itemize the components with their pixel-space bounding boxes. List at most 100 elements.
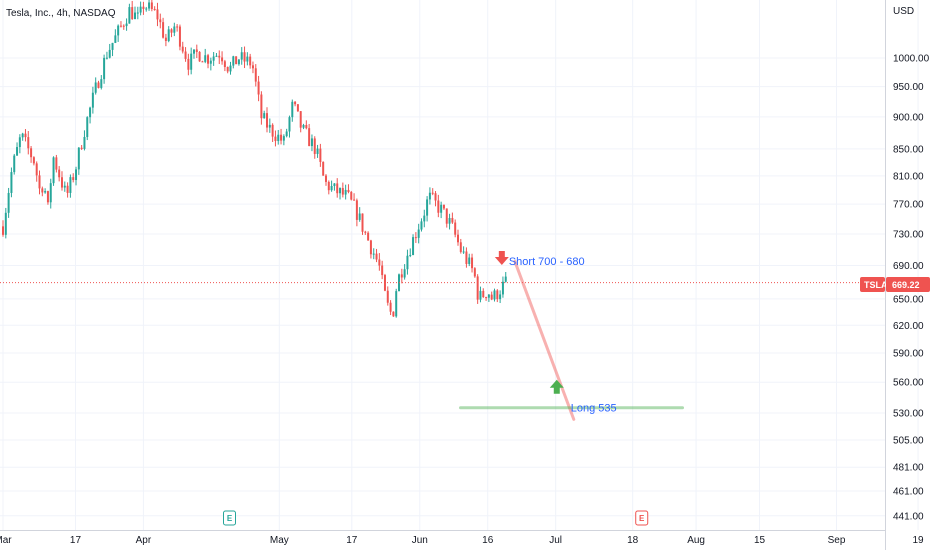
candle-body — [257, 81, 260, 95]
candle-body — [308, 128, 311, 147]
short-annotation-label[interactable]: Short 700 - 680 — [509, 256, 585, 268]
earnings-marker — [223, 510, 236, 526]
candle-body — [156, 9, 159, 20]
candle-body — [327, 181, 330, 191]
candle-body — [324, 175, 327, 182]
candle-body — [493, 290, 496, 300]
candle-body — [139, 6, 142, 13]
candle-body — [479, 290, 482, 300]
time-tick-label: 16 — [482, 535, 494, 546]
candle-body — [24, 133, 27, 138]
candle-body — [111, 42, 114, 50]
time-tick-label: 19 — [912, 535, 924, 546]
earnings-marker-label: E — [639, 514, 645, 523]
candle-body — [108, 49, 111, 58]
candle-body — [358, 213, 361, 220]
price-tick-label: 481.00 — [893, 463, 924, 474]
candle-body — [153, 9, 156, 11]
candle-body — [468, 257, 471, 264]
candle-body — [254, 68, 257, 82]
candle-body — [131, 7, 134, 20]
candle-body — [445, 208, 448, 224]
candle-body — [148, 2, 151, 9]
candle-body — [339, 188, 342, 194]
candle-body — [142, 6, 145, 9]
candle-body — [372, 253, 375, 255]
up-arrow-icon — [549, 379, 564, 394]
drawing-overlays[interactable]: Short 700 - 680 Long 535 — [459, 251, 684, 421]
candle-body — [462, 251, 465, 253]
long-annotation-label[interactable]: Long 535 — [571, 403, 617, 415]
price-tick-label: 810.00 — [893, 171, 924, 182]
candle-body — [237, 59, 240, 65]
price-axis[interactable]: 1000.00 950.00 900.00 850.00 810.00 770.00 730… — [893, 54, 930, 523]
candle-body — [249, 56, 252, 66]
candle-body — [389, 302, 392, 312]
candle-body — [296, 104, 299, 112]
candle-body — [192, 49, 195, 54]
candle-body — [86, 117, 89, 137]
candle-body — [350, 191, 353, 200]
candle-body — [16, 147, 19, 156]
candle-body — [58, 169, 61, 178]
price-tick-label: 441.00 — [893, 511, 924, 522]
short-trend-line[interactable] — [513, 259, 576, 421]
candle-body — [49, 183, 52, 203]
candle-body — [235, 56, 238, 65]
candle-body — [440, 204, 443, 213]
down-arrow-icon — [494, 251, 509, 266]
last-price-badge — [886, 277, 930, 292]
candle-body — [367, 232, 370, 241]
candle-body — [473, 268, 476, 277]
candle-body — [2, 226, 4, 235]
candle-body — [451, 217, 454, 223]
candle-body — [75, 169, 78, 181]
last-price-tag: TSLA 669.22 — [860, 277, 930, 292]
candle-body — [181, 46, 184, 52]
candle-body — [266, 113, 269, 128]
candle-body — [426, 199, 429, 216]
candle-body — [41, 188, 44, 193]
candle-body — [476, 276, 479, 300]
candle-body — [167, 29, 170, 41]
candle-body — [336, 183, 339, 194]
candle-body — [291, 101, 294, 118]
time-axis[interactable]: Mar17AprMay17Jun16Jul18Aug15Sep19Oct — [0, 535, 932, 546]
candle-body — [69, 177, 72, 193]
candle-body — [46, 191, 49, 203]
candle-body — [285, 131, 288, 137]
candle-body — [207, 55, 210, 64]
candle-body — [201, 61, 204, 63]
candle-body — [60, 177, 63, 188]
candle-body — [392, 311, 395, 317]
candle-body — [243, 52, 246, 62]
candle-body — [83, 136, 86, 149]
price-tick-label: 560.00 — [893, 378, 924, 389]
candle-body — [38, 175, 41, 189]
currency-label: USD — [893, 6, 914, 17]
candle-body — [280, 134, 283, 141]
time-tick-label: Jul — [549, 535, 562, 546]
candle-body — [195, 49, 198, 52]
candle-body — [322, 161, 325, 176]
candle-body — [176, 26, 179, 28]
candle-body — [162, 22, 165, 38]
candle-body — [232, 56, 235, 66]
chart-grid — [0, 0, 919, 530]
candle-body — [454, 222, 457, 235]
candle-body — [353, 199, 356, 201]
price-tick-label: 505.00 — [893, 436, 924, 447]
candle-body — [223, 61, 226, 68]
candle-body — [80, 147, 83, 149]
candle-body — [114, 35, 117, 43]
candle-body — [91, 92, 94, 108]
candlestick-series — [2, 0, 507, 318]
candle-body — [355, 200, 358, 220]
candle-body — [341, 188, 344, 195]
candle-body — [263, 113, 266, 119]
candle-body — [459, 242, 462, 252]
candle-body — [229, 65, 232, 72]
candle-body — [119, 25, 122, 27]
symbol-badge — [860, 277, 885, 292]
